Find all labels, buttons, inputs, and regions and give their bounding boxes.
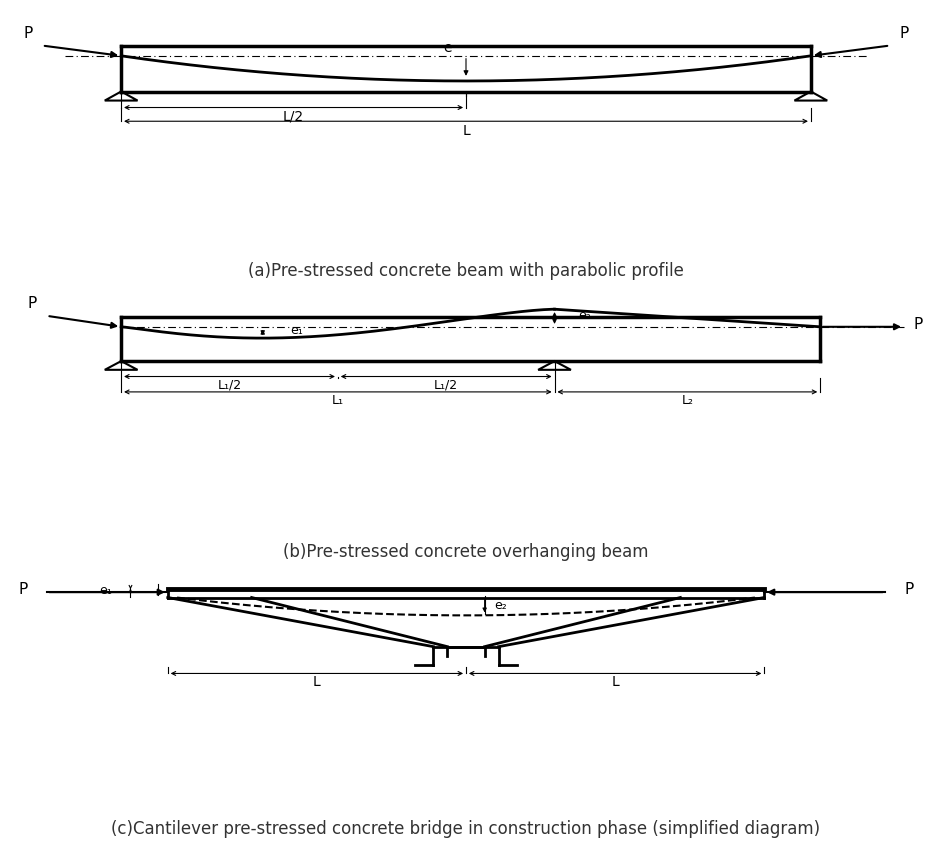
Text: e₂: e₂ — [494, 600, 507, 612]
Text: L: L — [611, 675, 619, 689]
Text: (c)Cantilever pre-stressed concrete bridge in construction phase (simplified dia: (c)Cantilever pre-stressed concrete brid… — [112, 820, 820, 838]
Text: (b)Pre-stressed concrete overhanging beam: (b)Pre-stressed concrete overhanging bea… — [283, 542, 649, 561]
Text: L₁/2: L₁/2 — [434, 378, 459, 391]
Text: L₁/2: L₁/2 — [217, 378, 241, 391]
Text: P: P — [899, 26, 909, 41]
Text: e₁: e₁ — [99, 584, 112, 597]
Text: P: P — [904, 583, 913, 597]
Text: e: e — [444, 40, 452, 55]
Text: L/2: L/2 — [283, 110, 304, 124]
Text: P: P — [913, 317, 923, 332]
Text: L₂: L₂ — [681, 394, 693, 406]
Text: L: L — [462, 124, 470, 138]
Text: P: P — [28, 296, 37, 311]
Text: (a)Pre-stressed concrete beam with parabolic profile: (a)Pre-stressed concrete beam with parab… — [248, 262, 684, 280]
Text: L₁: L₁ — [332, 394, 344, 406]
Text: P: P — [23, 26, 33, 41]
Text: L: L — [313, 675, 321, 689]
Text: e₁: e₁ — [291, 324, 304, 336]
Text: e₂: e₂ — [578, 309, 591, 322]
Text: P: P — [19, 583, 28, 597]
